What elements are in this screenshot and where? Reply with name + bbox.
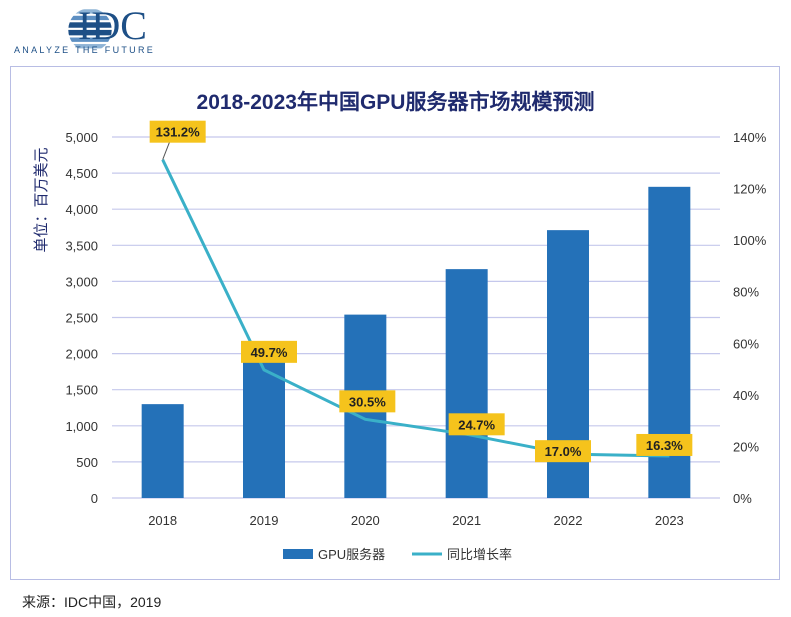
x-tick-label: 2021 bbox=[452, 513, 481, 528]
y2-tick-label: 120% bbox=[733, 182, 767, 197]
y-axis-title: 单位：百万美元 bbox=[33, 147, 50, 252]
data-label-box bbox=[535, 440, 591, 463]
globe-icon bbox=[68, 8, 112, 52]
bar bbox=[141, 404, 184, 498]
data-label-box bbox=[448, 413, 505, 436]
logo-text: IDC bbox=[78, 3, 147, 48]
y2-tick-label: 60% bbox=[733, 336, 759, 351]
data-label: 16.3% bbox=[646, 438, 683, 453]
y2-tick-label: 0% bbox=[733, 491, 752, 506]
bar bbox=[243, 357, 285, 498]
y-tick-label: 1,500 bbox=[65, 383, 98, 398]
data-label: 30.5% bbox=[349, 394, 386, 409]
y2-tick-label: 80% bbox=[733, 285, 759, 300]
logo-tagline: ANALYZE THE FUTURE bbox=[14, 45, 156, 55]
data-label: 24.7% bbox=[458, 417, 495, 432]
y-tick-label: 2,000 bbox=[65, 347, 98, 362]
y-tick-label: 4,000 bbox=[65, 202, 98, 217]
data-label: 131.2% bbox=[156, 125, 201, 140]
label-leader bbox=[162, 141, 171, 160]
data-label-box bbox=[149, 120, 206, 143]
data-label-box bbox=[339, 390, 396, 413]
data-label-box bbox=[241, 340, 297, 363]
data-label: 17.0% bbox=[545, 444, 582, 459]
y2-tick-label: 40% bbox=[733, 388, 759, 403]
x-tick-label: 2022 bbox=[554, 513, 583, 528]
chart-frame bbox=[10, 66, 780, 580]
y2-tick-label: 20% bbox=[733, 439, 759, 454]
data-label-box bbox=[636, 433, 693, 456]
data-label: 49.7% bbox=[251, 345, 288, 360]
chart-title: 2018-2023年中国GPU服务器市场规模预测 bbox=[196, 91, 595, 114]
y-tick-label: 0 bbox=[91, 491, 98, 506]
y-tick-label: 2,500 bbox=[65, 311, 98, 326]
y-tick-label: 1,000 bbox=[65, 419, 98, 434]
legend-label: GPU服务器 bbox=[318, 547, 385, 562]
source-note: 来源：IDC中国，2019 bbox=[22, 594, 162, 610]
y2-tick-label: 140% bbox=[733, 130, 767, 145]
y-tick-label: 5,000 bbox=[65, 130, 98, 145]
growth-line bbox=[161, 159, 670, 458]
x-tick-label: 2018 bbox=[148, 513, 177, 528]
bar bbox=[445, 269, 488, 498]
x-tick-label: 2023 bbox=[655, 513, 684, 528]
y-tick-label: 500 bbox=[76, 455, 98, 470]
x-tick-label: 2020 bbox=[351, 513, 380, 528]
legend-label: 同比增长率 bbox=[447, 547, 512, 562]
y-tick-label: 3,500 bbox=[65, 238, 98, 253]
y2-tick-label: 100% bbox=[733, 233, 767, 248]
x-tick-label: 2019 bbox=[250, 513, 279, 528]
legend-swatch-bar bbox=[283, 549, 313, 559]
y-tick-label: 4,500 bbox=[65, 166, 98, 181]
y-tick-label: 3,000 bbox=[65, 274, 98, 289]
